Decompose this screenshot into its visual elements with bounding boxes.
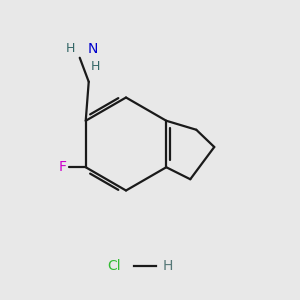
- Text: H: H: [163, 259, 173, 272]
- Text: H: H: [66, 42, 75, 55]
- Text: H: H: [91, 60, 100, 73]
- Text: Cl: Cl: [107, 259, 121, 272]
- Text: F: F: [58, 160, 66, 174]
- Text: N: N: [87, 42, 98, 56]
